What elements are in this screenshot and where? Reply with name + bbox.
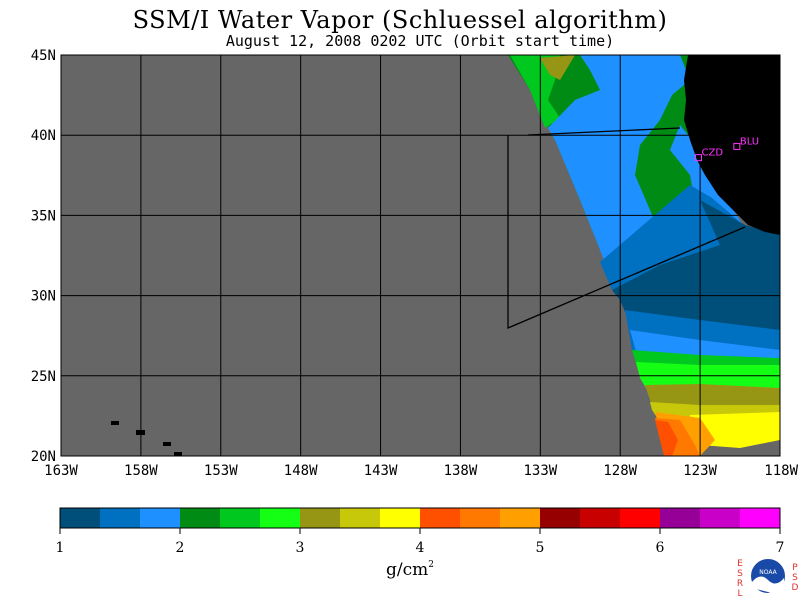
esrl-letter: L bbox=[737, 589, 742, 599]
lon-tick-label: 163W bbox=[44, 463, 78, 479]
colorbar-swatch bbox=[260, 508, 301, 528]
lon-tick-label: 138W bbox=[444, 463, 478, 479]
gridlines bbox=[61, 55, 780, 456]
colorbar-swatch bbox=[140, 508, 181, 528]
lat-tick-label: 30N bbox=[31, 289, 56, 305]
unit-text: g/cm bbox=[386, 560, 429, 580]
lon-tick-label: 118W bbox=[764, 463, 798, 479]
island-kauai bbox=[111, 421, 119, 425]
noaa-logo-wave bbox=[752, 576, 784, 594]
colorbar-swatch bbox=[220, 508, 261, 528]
colorbar: 1 2 3 4 5 6 7 bbox=[56, 507, 785, 556]
colorbar-swatch bbox=[620, 508, 661, 528]
colorbar-tick-label: 1 bbox=[56, 540, 65, 556]
psd-letter: P bbox=[792, 563, 798, 573]
colorbar-tick-label: 2 bbox=[176, 540, 185, 556]
colorbar-swatch bbox=[60, 508, 101, 528]
station-label-czd: CZD bbox=[702, 148, 724, 159]
colorbar-swatch bbox=[660, 508, 701, 528]
land-north-america bbox=[684, 55, 780, 235]
psd-letter: D bbox=[792, 583, 799, 593]
psd-letter: S bbox=[792, 573, 798, 583]
lon-tick-label: 128W bbox=[603, 463, 637, 479]
station-marker-blu bbox=[733, 142, 741, 150]
colorbar-swatch bbox=[740, 508, 781, 528]
colorbar-tick-label: 5 bbox=[536, 540, 545, 556]
esrl-letter: E bbox=[737, 559, 743, 569]
colorbar-tick-label: 4 bbox=[416, 540, 425, 556]
colorbar-swatch bbox=[460, 508, 501, 528]
lon-tick-label: 158W bbox=[124, 463, 158, 479]
map-frame bbox=[60, 54, 781, 457]
stations: CZD BLU bbox=[695, 136, 759, 162]
swath-band-mid-green bbox=[510, 55, 560, 128]
lon-tick-label: 123W bbox=[683, 463, 717, 479]
lat-labels: 45N 40N 35N 30N 25N 20N bbox=[31, 48, 56, 465]
station-marker-czd bbox=[695, 154, 703, 162]
lon-tick-label: 143W bbox=[364, 463, 398, 479]
map-subtitle: August 12, 2008 0202 UTC (Orbit start ti… bbox=[225, 32, 615, 50]
colorbar-swatch bbox=[540, 508, 581, 528]
colorbar-unit-label: g/cm2 bbox=[360, 560, 460, 580]
colorbar-swatch bbox=[340, 508, 381, 528]
colorbar-swatch bbox=[500, 508, 541, 528]
swath-band-olive bbox=[540, 55, 575, 80]
colorbar-tick-label: 7 bbox=[776, 540, 785, 556]
domain-outline-top bbox=[527, 127, 681, 136]
lon-labels: 163W 158W 153W 148W 143W 138W 133W 128W 123W 118W bbox=[44, 463, 798, 479]
island-big-island bbox=[174, 452, 182, 456]
noaa-logo-text: NOAA bbox=[759, 569, 777, 576]
colorbar-swatch bbox=[180, 508, 221, 528]
map-panel: CZD BLU 45N 40N 35N 30N 25N 20N 163W 158W 153W 14… bbox=[31, 48, 799, 479]
colorbar-swatch bbox=[100, 508, 141, 528]
lat-tick-label: 20N bbox=[31, 449, 56, 465]
island-maui bbox=[163, 442, 171, 446]
esrl-letter: S bbox=[737, 569, 743, 579]
swath-band-blue-dark bbox=[612, 200, 780, 345]
map-title: SSM/I Water Vapor (Schluessel algorithm) bbox=[132, 6, 668, 34]
colorbar-tick-label: 6 bbox=[656, 540, 665, 556]
colorbar-swatch bbox=[580, 508, 621, 528]
colorbar-swatch bbox=[420, 508, 461, 528]
domain-outline bbox=[507, 135, 746, 329]
lon-tick-label: 153W bbox=[204, 463, 238, 479]
lat-tick-label: 35N bbox=[31, 208, 56, 224]
lat-tick-label: 40N bbox=[31, 128, 56, 144]
colorbar-swatch bbox=[300, 508, 341, 528]
unit-exponent: 2 bbox=[428, 560, 434, 570]
swath-band-red-orange-south bbox=[655, 420, 678, 456]
colorbar-swatch bbox=[700, 508, 741, 528]
station-label-blu: BLU bbox=[740, 136, 759, 147]
lon-tick-label: 133W bbox=[523, 463, 557, 479]
lat-tick-label: 25N bbox=[31, 369, 56, 385]
colorbar-swatch bbox=[380, 508, 421, 528]
lon-tick-label: 148W bbox=[284, 463, 318, 479]
esrl-letter: R bbox=[737, 579, 743, 589]
psd-letters: PSD bbox=[792, 563, 799, 593]
lat-tick-label: 45N bbox=[31, 48, 56, 64]
colorbar-tick-label: 3 bbox=[296, 540, 305, 556]
